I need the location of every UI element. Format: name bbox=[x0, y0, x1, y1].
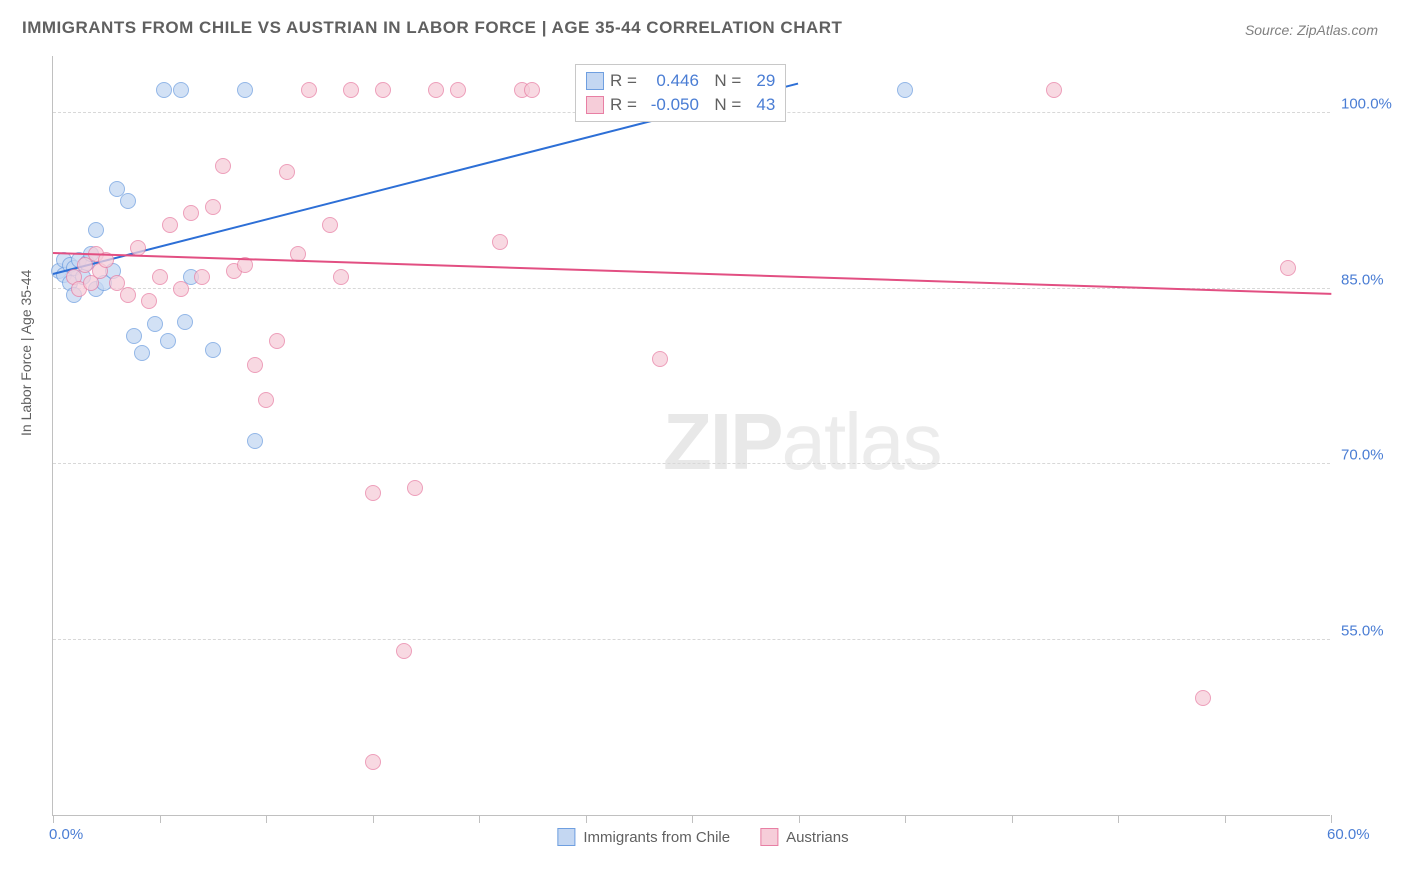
scatter-point bbox=[183, 205, 199, 221]
scatter-point bbox=[322, 217, 338, 233]
scatter-point bbox=[152, 269, 168, 285]
scatter-point bbox=[160, 333, 176, 349]
scatter-point bbox=[407, 480, 423, 496]
legend-r-value: 0.446 bbox=[643, 71, 699, 91]
scatter-point bbox=[396, 643, 412, 659]
scatter-point bbox=[162, 217, 178, 233]
scatter-point bbox=[237, 82, 253, 98]
scatter-point bbox=[215, 158, 231, 174]
scatter-point bbox=[173, 281, 189, 297]
x-tick bbox=[1012, 815, 1013, 823]
legend-stats: R = 0.446 N = 29 R = -0.050 N = 43 bbox=[575, 64, 786, 122]
legend-swatch bbox=[586, 96, 604, 114]
source-attribution: Source: ZipAtlas.com bbox=[1245, 22, 1378, 38]
legend-series-name: Austrians bbox=[786, 829, 849, 846]
legend-stats-row: R = -0.050 N = 43 bbox=[586, 93, 775, 117]
legend-n-label: N = bbox=[705, 95, 741, 115]
scatter-point bbox=[365, 485, 381, 501]
plot-area: ZIPatlas 55.0%70.0%85.0%100.0%0.0%60.0%R… bbox=[52, 56, 1330, 816]
scatter-point bbox=[205, 342, 221, 358]
legend-item: Immigrants from Chile bbox=[557, 828, 730, 846]
watermark-thin: atlas bbox=[781, 397, 940, 486]
x-tick bbox=[905, 815, 906, 823]
x-tick-label: 0.0% bbox=[49, 826, 83, 843]
y-axis-label: In Labor Force | Age 35-44 bbox=[18, 270, 34, 436]
watermark-bold: ZIP bbox=[663, 397, 781, 486]
legend-series-name: Immigrants from Chile bbox=[583, 829, 730, 846]
y-tick-label: 85.0% bbox=[1341, 271, 1384, 288]
legend-bottom: Immigrants from Chile Austrians bbox=[557, 828, 848, 846]
x-tick bbox=[53, 815, 54, 823]
x-tick bbox=[692, 815, 693, 823]
scatter-point bbox=[301, 82, 317, 98]
scatter-point bbox=[524, 82, 540, 98]
legend-swatch bbox=[760, 828, 778, 846]
x-tick-label: 60.0% bbox=[1327, 826, 1370, 843]
scatter-point bbox=[269, 333, 285, 349]
legend-r-label: R = bbox=[610, 71, 637, 91]
y-tick-label: 55.0% bbox=[1341, 622, 1384, 639]
scatter-point bbox=[141, 293, 157, 309]
scatter-point bbox=[120, 287, 136, 303]
scatter-point bbox=[365, 754, 381, 770]
legend-swatch bbox=[557, 828, 575, 846]
scatter-point bbox=[1046, 82, 1062, 98]
scatter-point bbox=[247, 433, 263, 449]
gridline-h bbox=[53, 463, 1330, 464]
legend-n-value: 29 bbox=[747, 71, 775, 91]
scatter-point bbox=[1280, 260, 1296, 276]
x-tick bbox=[1118, 815, 1119, 823]
x-tick bbox=[479, 815, 480, 823]
scatter-point bbox=[126, 328, 142, 344]
x-tick bbox=[160, 815, 161, 823]
watermark: ZIPatlas bbox=[663, 396, 940, 488]
chart-container: IMMIGRANTS FROM CHILE VS AUSTRIAN IN LAB… bbox=[0, 0, 1406, 892]
scatter-point bbox=[279, 164, 295, 180]
legend-n-value: 43 bbox=[747, 95, 775, 115]
y-tick-label: 70.0% bbox=[1341, 447, 1384, 464]
scatter-point bbox=[156, 82, 172, 98]
scatter-point bbox=[450, 82, 466, 98]
legend-r-value: -0.050 bbox=[643, 95, 699, 115]
scatter-point bbox=[120, 193, 136, 209]
scatter-point bbox=[194, 269, 210, 285]
legend-r-label: R = bbox=[610, 95, 637, 115]
scatter-point bbox=[1195, 690, 1211, 706]
scatter-point bbox=[492, 234, 508, 250]
x-tick bbox=[1331, 815, 1332, 823]
scatter-point bbox=[247, 357, 263, 373]
legend-item: Austrians bbox=[760, 828, 849, 846]
scatter-point bbox=[652, 351, 668, 367]
scatter-point bbox=[134, 345, 150, 361]
scatter-point bbox=[333, 269, 349, 285]
x-tick bbox=[586, 815, 587, 823]
legend-swatch bbox=[586, 72, 604, 90]
scatter-point bbox=[897, 82, 913, 98]
scatter-point bbox=[258, 392, 274, 408]
legend-n-label: N = bbox=[705, 71, 741, 91]
scatter-point bbox=[205, 199, 221, 215]
x-tick bbox=[373, 815, 374, 823]
legend-stats-row: R = 0.446 N = 29 bbox=[586, 69, 775, 93]
scatter-point bbox=[130, 240, 146, 256]
chart-title: IMMIGRANTS FROM CHILE VS AUSTRIAN IN LAB… bbox=[22, 18, 842, 38]
scatter-point bbox=[428, 82, 444, 98]
scatter-point bbox=[147, 316, 163, 332]
scatter-point bbox=[88, 222, 104, 238]
scatter-point bbox=[375, 82, 391, 98]
gridline-h bbox=[53, 639, 1330, 640]
x-tick bbox=[799, 815, 800, 823]
scatter-point bbox=[343, 82, 359, 98]
x-tick bbox=[1225, 815, 1226, 823]
scatter-point bbox=[173, 82, 189, 98]
y-tick-label: 100.0% bbox=[1341, 96, 1392, 113]
x-tick bbox=[266, 815, 267, 823]
scatter-point bbox=[177, 314, 193, 330]
